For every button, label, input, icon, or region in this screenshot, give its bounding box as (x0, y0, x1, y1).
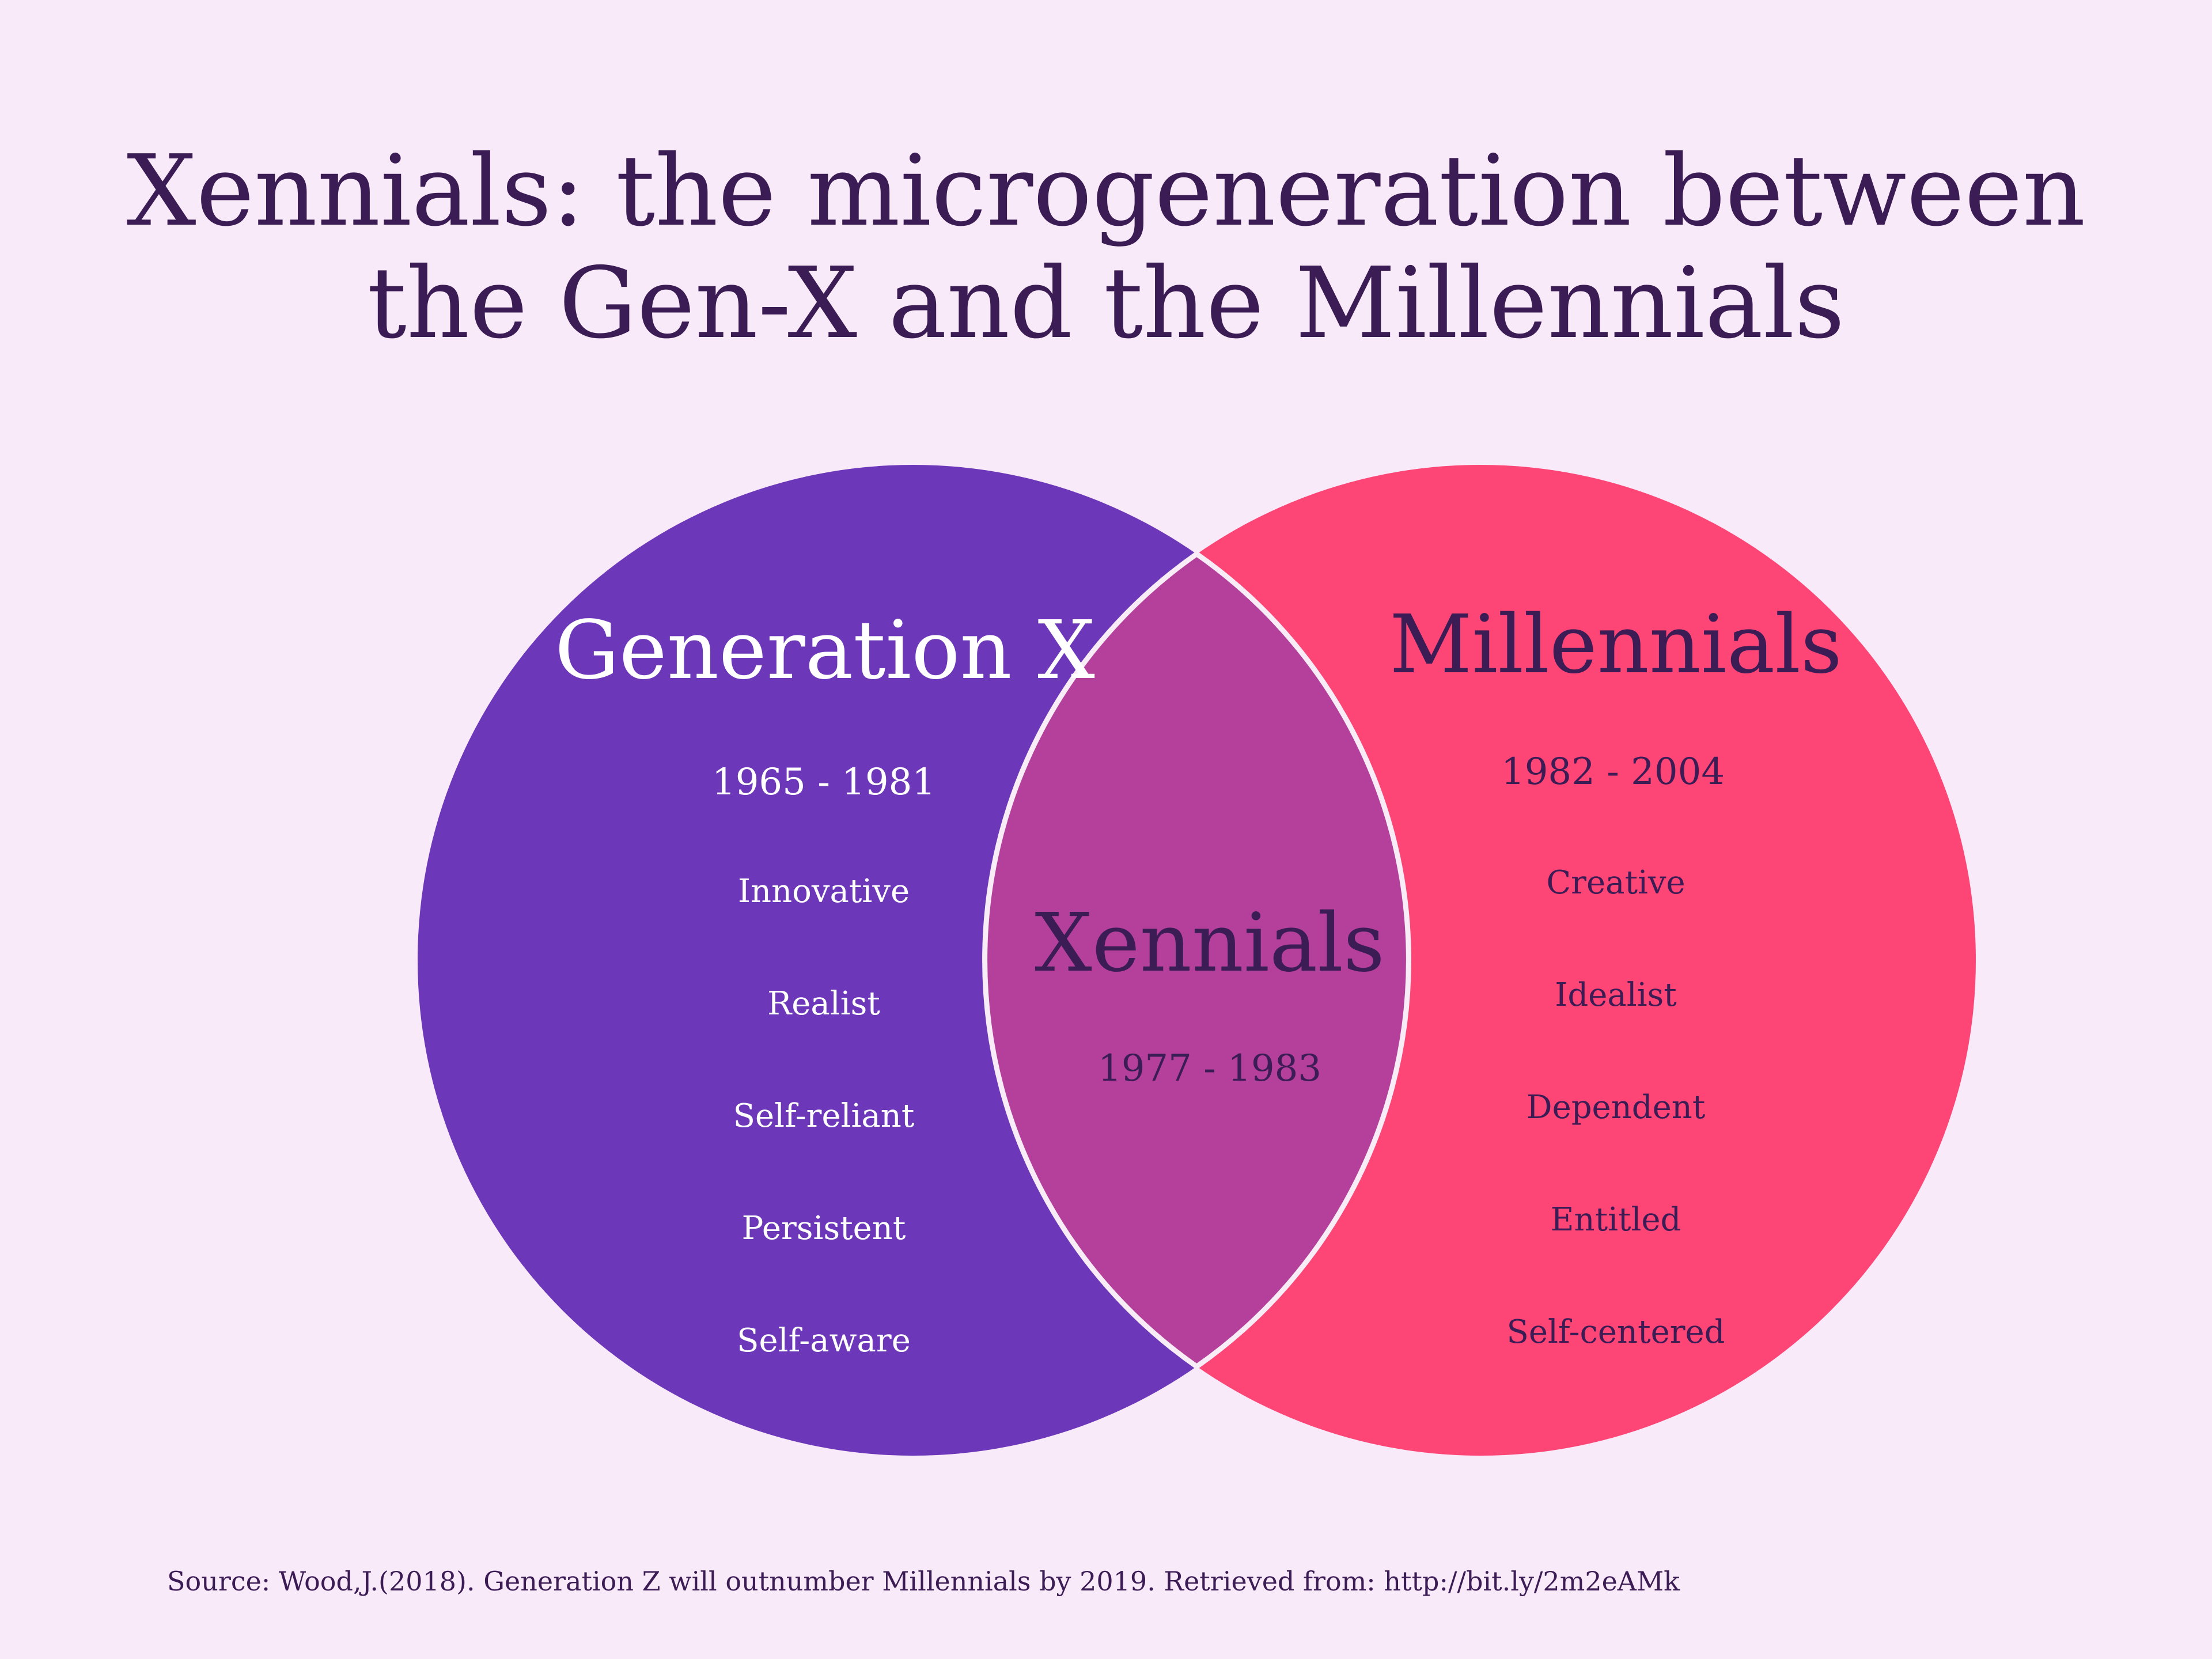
millennials-trait: Entitled (1550, 1201, 1681, 1238)
generation-x-trait: Persistent (741, 1210, 906, 1247)
page-title: Xennials: the microgeneration between th… (0, 135, 2212, 360)
millennials-trait: Idealist (1555, 976, 1677, 1014)
generation-x-trait: Innovative (737, 873, 910, 910)
generation-x-trait: Self-aware (737, 1322, 911, 1359)
xennials-overlap-lens (982, 551, 1411, 1370)
source-citation: Source: Wood,J.(2018). Generation Z will… (167, 1566, 1680, 1597)
millennials-years: 1982 - 2004 (1501, 751, 1725, 793)
generation-x-years: 1965 - 1981 (711, 761, 936, 804)
page-title-line1: Xennials: the microgeneration between (126, 134, 2086, 248)
generation-x-trait: Self-reliant (733, 1097, 915, 1135)
generation-x-label: Generation X (555, 604, 1095, 698)
millennials-trait: Self-centered (1506, 1313, 1725, 1351)
xennials-label: Xennials (1035, 896, 1385, 990)
millennials-trait: Dependent (1526, 1089, 1706, 1126)
millennials-label: Millennials (1389, 598, 1842, 692)
millennials-trait: Creative (1546, 864, 1685, 902)
generation-x-trait: Realist (767, 985, 880, 1022)
page-title-line2: the Gen-X and the Millennials (367, 247, 1845, 361)
xennials-years: 1977 - 1983 (1097, 1047, 1322, 1090)
